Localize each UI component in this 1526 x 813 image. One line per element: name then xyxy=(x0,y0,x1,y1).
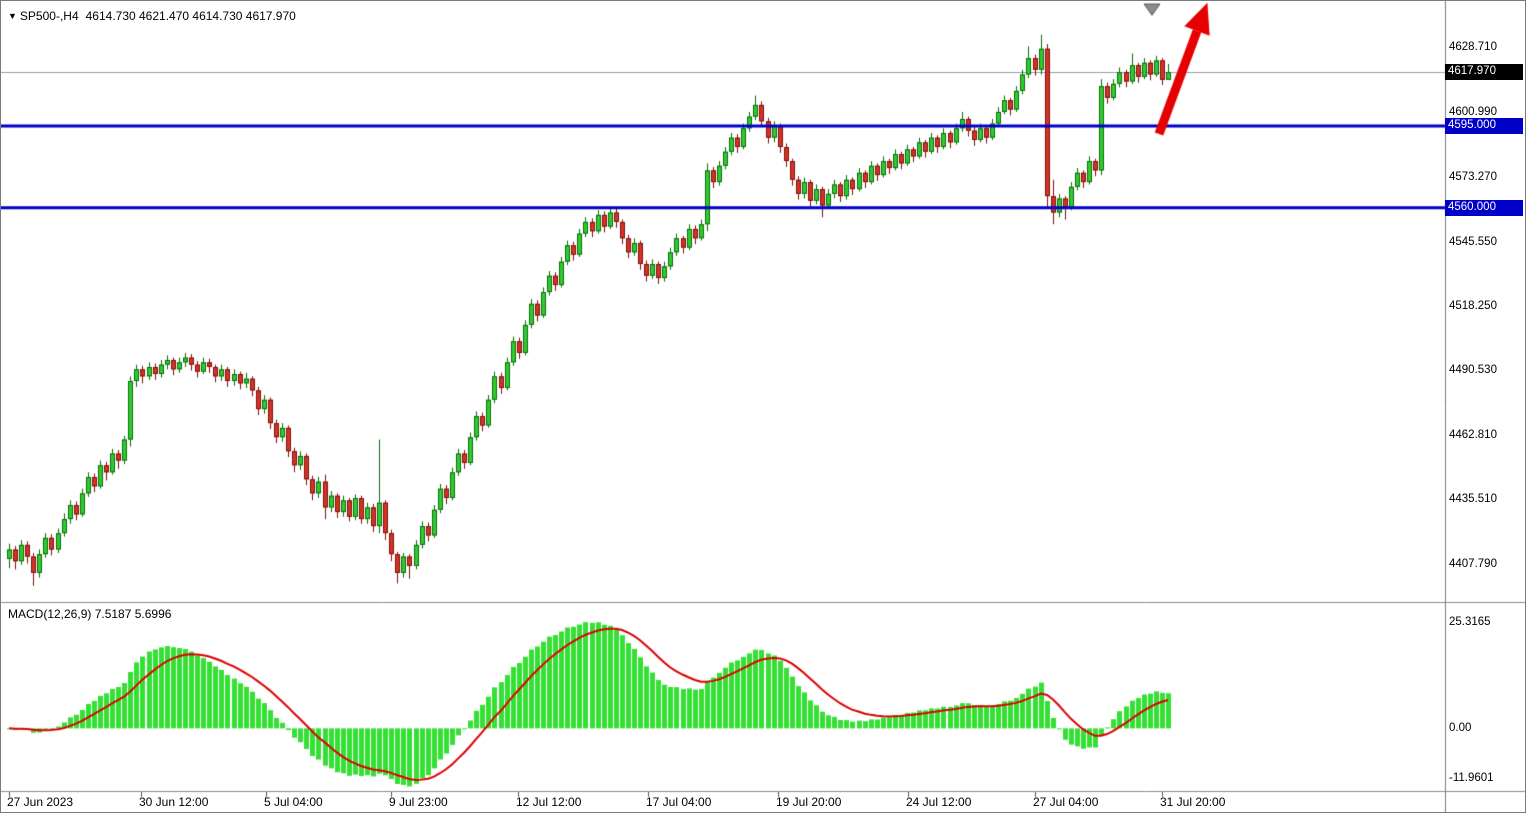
current-price-label: 4617.970 xyxy=(1445,64,1523,81)
price-axis-label: 4600.990 xyxy=(1449,105,1497,118)
macd-axis-label: -11.9601 xyxy=(1449,772,1494,785)
symbol-timeframe-label: SP500-,H4 xyxy=(19,9,79,23)
price-axis-label: 4518.250 xyxy=(1449,299,1497,312)
level-price-label: 4560.000 xyxy=(1445,199,1523,216)
price-axis-label: 4435.510 xyxy=(1449,493,1497,506)
chart-title: ▼ SP500-,H4 4614.730 4621.470 4614.730 461… xyxy=(8,9,296,23)
price-axis-label: 4407.790 xyxy=(1449,558,1497,571)
price-axis-label: 4545.550 xyxy=(1449,235,1497,248)
time-axis-label: 30 Jun 12:00 xyxy=(139,795,209,809)
time-axis-label: 5 Jul 04:00 xyxy=(264,795,323,809)
price-axis-label: 4462.810 xyxy=(1449,429,1497,442)
level-price-label: 4595.000 xyxy=(1445,117,1523,134)
dropdown-triangle-icon: ▼ xyxy=(8,11,17,21)
time-axis[interactable]: 27 Jun 2023 30 Jun 12:00 5 Jul 04:00 9 Jul … xyxy=(1,793,1445,812)
time-axis-label: 9 Jul 23:00 xyxy=(389,795,448,809)
price-axis[interactable]: 4628.710 4600.990 4573.270 4545.550 4518.250… xyxy=(1445,1,1525,812)
price-axis-label: 4573.270 xyxy=(1449,170,1497,183)
time-axis-label: 17 Jul 04:00 xyxy=(646,795,712,809)
time-axis-label: 19 Jul 20:00 xyxy=(776,795,842,809)
price-axis-label: 4628.710 xyxy=(1449,41,1497,54)
time-axis-label: 27 Jul 04:00 xyxy=(1033,795,1099,809)
ohlc-values: 4614.730 4621.470 4614.730 4617.970 xyxy=(85,9,296,23)
price-axis-label: 4490.530 xyxy=(1449,364,1497,377)
macd-axis-label: 25.3165 xyxy=(1449,616,1491,629)
time-axis-label: 31 Jul 20:00 xyxy=(1160,795,1226,809)
time-axis-label: 27 Jun 2023 xyxy=(7,795,74,809)
time-axis-label: 24 Jul 12:00 xyxy=(906,795,972,809)
time-axis-label: 12 Jul 12:00 xyxy=(516,795,582,809)
macd-indicator-label: MACD(12,26,9) 7.5187 5.6996 xyxy=(8,607,172,621)
macd-axis-label: 0.00 xyxy=(1449,722,1472,735)
